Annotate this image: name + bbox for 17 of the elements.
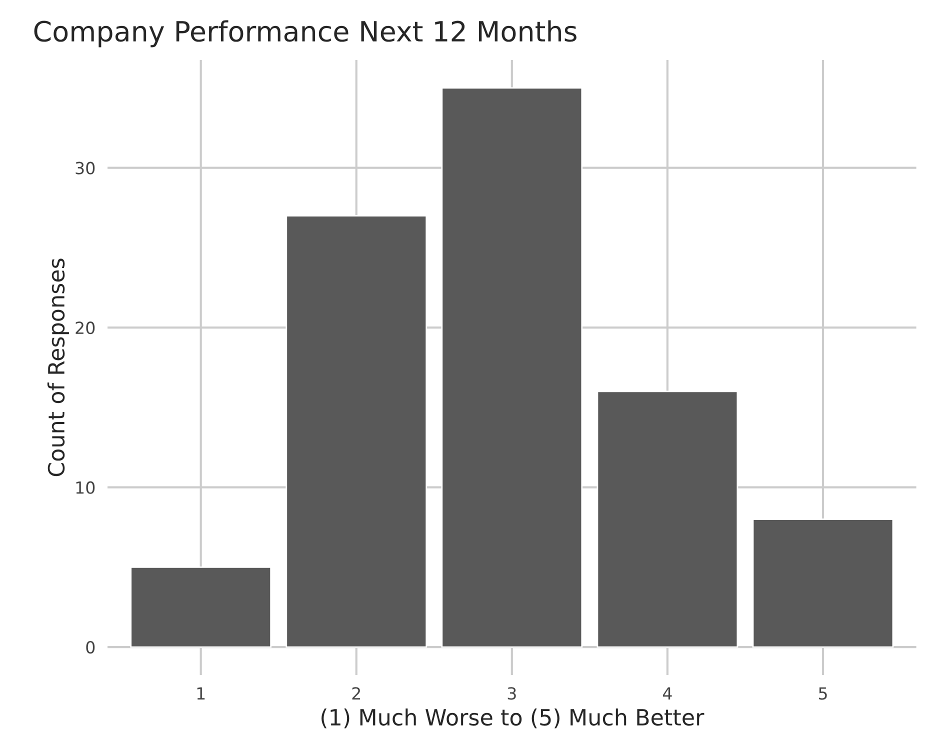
x-tick-label: 1 bbox=[197, 687, 205, 700]
x-tick-label: 2 bbox=[352, 687, 360, 700]
y-tick-label: 10 bbox=[76, 481, 95, 494]
y-tick-label: 30 bbox=[76, 162, 95, 174]
y-tick-label: 0 bbox=[86, 641, 95, 654]
bar bbox=[441, 87, 583, 648]
bar bbox=[752, 518, 894, 648]
x-tick-label: 3 bbox=[508, 687, 516, 700]
chart-title: Company Performance Next 12 Months bbox=[34, 20, 576, 48]
bar bbox=[596, 390, 738, 648]
x-tick-label: 5 bbox=[818, 687, 827, 700]
y-tick-label: 20 bbox=[76, 322, 95, 334]
bar bbox=[130, 566, 272, 648]
x-axis-title: (1) Much Worse to (5) Much Better bbox=[322, 708, 704, 728]
bar bbox=[286, 215, 428, 648]
x-tick-label: 4 bbox=[662, 687, 672, 700]
y-axis-title: Count of Responses bbox=[47, 258, 69, 476]
